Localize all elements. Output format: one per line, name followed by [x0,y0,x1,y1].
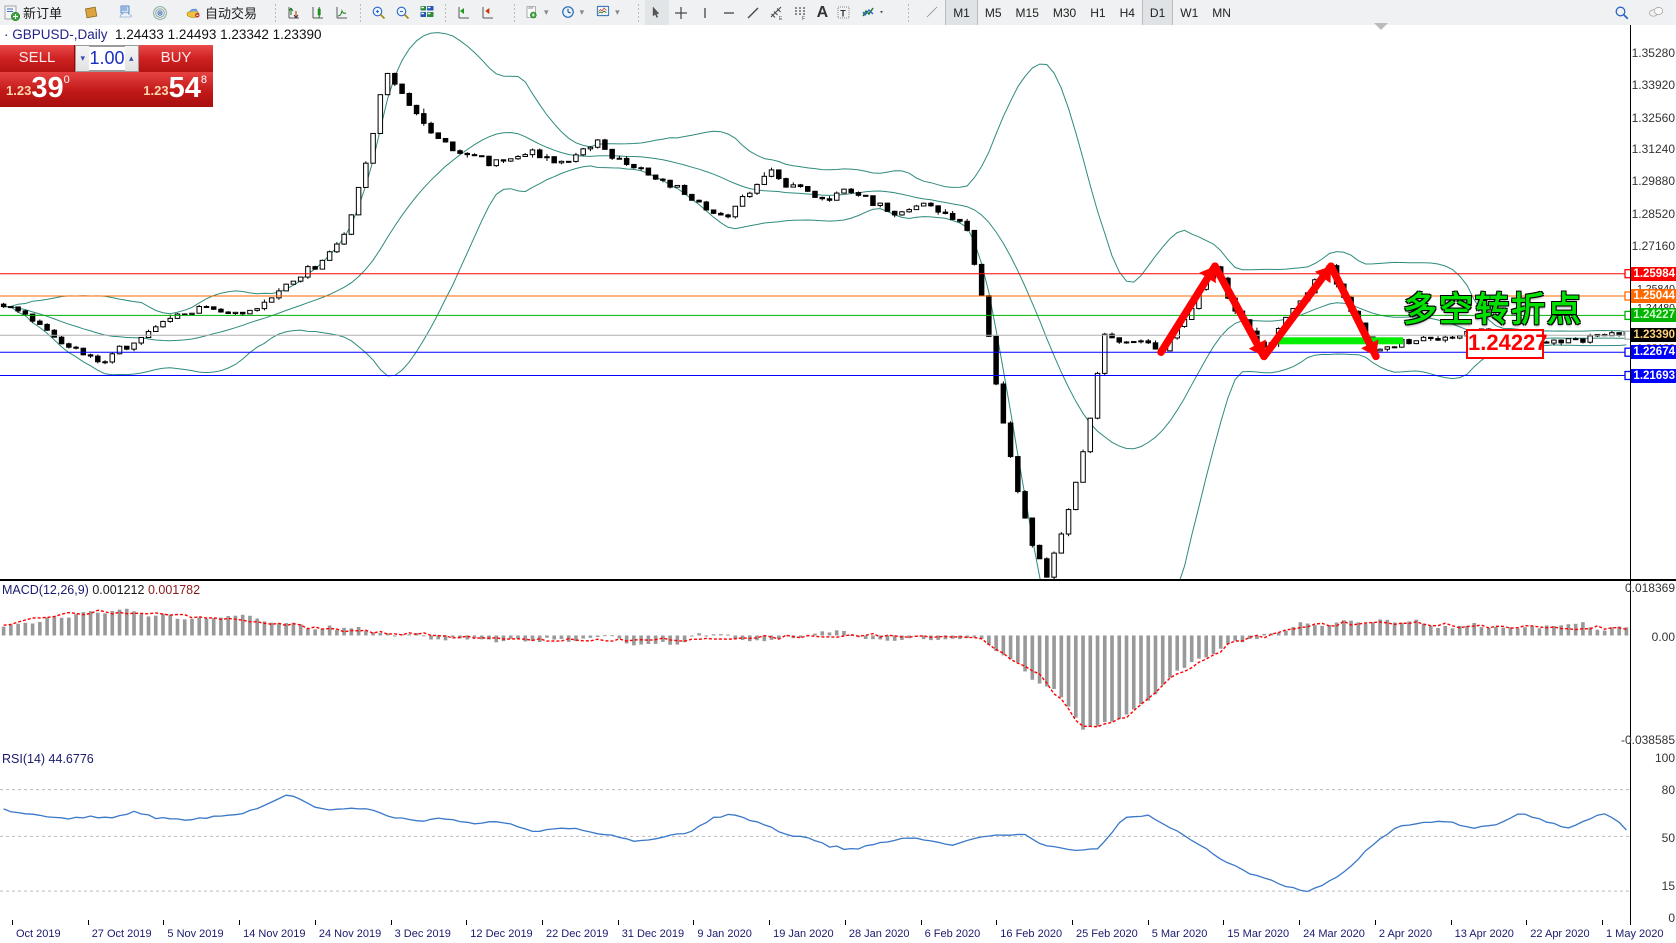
svg-text:F: F [802,16,805,21]
svg-text:E: E [779,16,783,21]
svg-text:T: T [840,8,846,18]
